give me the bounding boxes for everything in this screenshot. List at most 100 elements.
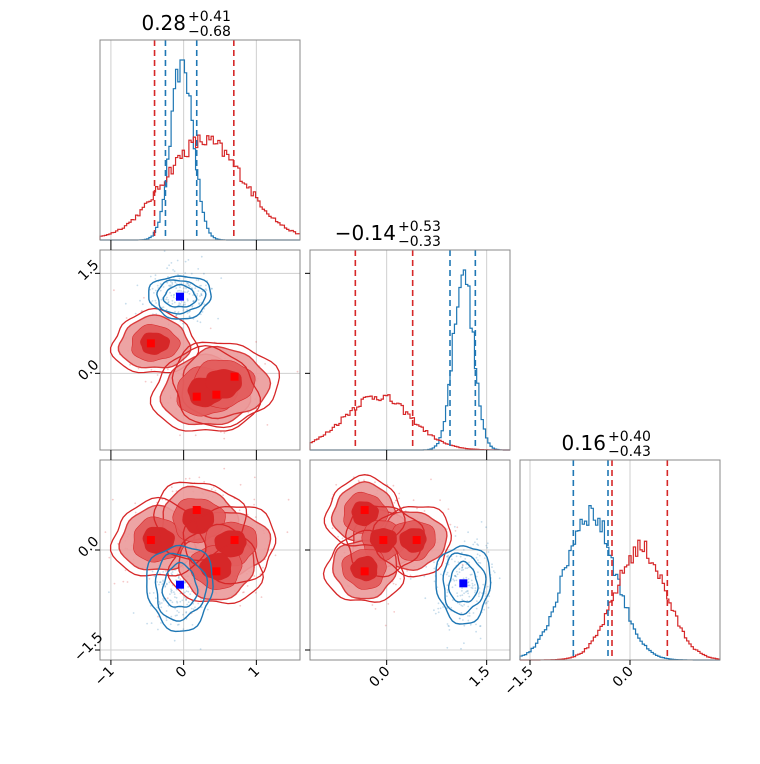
- scatter-point: [192, 294, 195, 296]
- scatter-point: [477, 561, 480, 564]
- scatter-point: [160, 298, 163, 301]
- scatter-point: [167, 368, 169, 371]
- panel-frame-p0-p2: [99, 459, 301, 661]
- scatter-point: [166, 267, 169, 270]
- panel-title-minus-p2: −0.43: [608, 444, 651, 460]
- scatter-point: [461, 564, 464, 567]
- scatter-point: [461, 563, 464, 566]
- scatter-point: [187, 259, 190, 261]
- scatter-point: [467, 584, 470, 587]
- scatter-point: [468, 615, 471, 617]
- scatter-point: [154, 274, 157, 277]
- scatter-point: [150, 368, 153, 371]
- scatter-point: [448, 625, 450, 628]
- scatter-point: [157, 628, 159, 631]
- scatter-point: [199, 321, 202, 324]
- scatter-point: [172, 269, 175, 271]
- scatter-point: [136, 284, 139, 287]
- red-contour-outer: [323, 474, 406, 547]
- scatter-point: [445, 573, 448, 576]
- scatter-point: [498, 577, 501, 580]
- scatter-point: [188, 285, 191, 288]
- scatter-point: [187, 601, 190, 604]
- scatter-point: [203, 272, 205, 275]
- scatter-point: [451, 586, 454, 589]
- scatter-point: [446, 595, 448, 597]
- scatter-point: [200, 598, 202, 601]
- scatter-point: [174, 596, 176, 598]
- blue-marker: [176, 292, 184, 301]
- scatter-point: [149, 275, 152, 278]
- scatter-point: [398, 492, 401, 495]
- scatter-point: [170, 615, 173, 618]
- y-tick-label: 0.0: [75, 534, 102, 561]
- scatter-point: [464, 567, 467, 570]
- scatter-point: [154, 278, 157, 280]
- red-contour-outer: [182, 505, 277, 585]
- scatter-point: [166, 597, 169, 600]
- scatter-point: [186, 291, 189, 294]
- scatter-point: [203, 480, 206, 483]
- scatter-point: [162, 598, 165, 600]
- scatter-point: [189, 283, 192, 285]
- scatter-point: [460, 569, 463, 572]
- scatter-point: [437, 611, 440, 614]
- scatter-point: [475, 575, 478, 578]
- scatter-point: [209, 327, 212, 330]
- scatter-point: [197, 290, 200, 292]
- scatter-point: [165, 582, 168, 585]
- scatter-point: [148, 578, 151, 580]
- scatter-point: [173, 591, 175, 594]
- scatter-point: [125, 317, 128, 319]
- scatter-point: [189, 593, 192, 595]
- scatter-point: [467, 578, 470, 580]
- scatter-point: [185, 590, 188, 592]
- scatter-point: [433, 580, 436, 583]
- scatter-point: [184, 582, 186, 584]
- scatter-point: [474, 587, 477, 590]
- scatter-point: [198, 303, 201, 306]
- scatter-point: [446, 646, 449, 649]
- scatter-point: [452, 599, 454, 601]
- scatter-point: [447, 508, 450, 510]
- scatter-point: [454, 584, 457, 587]
- scatter-point: [474, 591, 476, 594]
- scatter-point: [337, 535, 339, 538]
- scatter-point: [446, 571, 449, 574]
- scatter-point: [463, 540, 466, 543]
- scatter-point: [146, 622, 149, 625]
- scatter-point: [255, 341, 257, 343]
- red-contour-outer: [109, 496, 207, 577]
- scatter-point: [154, 289, 157, 292]
- red-marker: [146, 339, 155, 348]
- scatter-point: [188, 477, 191, 480]
- scatter-point: [179, 600, 182, 603]
- scatter-point: [471, 587, 474, 590]
- scatter-point: [446, 589, 449, 591]
- scatter-point: [197, 268, 200, 270]
- x-tick-label: −1: [92, 664, 118, 690]
- scatter-point: [423, 510, 426, 512]
- scatter-point: [185, 611, 188, 614]
- scatter-point: [480, 521, 483, 523]
- scatter-point: [171, 571, 174, 573]
- scatter-point: [254, 591, 257, 594]
- blue-contour-level-3: [148, 275, 212, 320]
- scatter-point: [178, 277, 181, 280]
- scatter-point: [474, 541, 476, 544]
- scatter-point: [182, 613, 184, 616]
- red-marker: [230, 372, 239, 381]
- scatter-point: [173, 293, 176, 296]
- scatter-point: [174, 614, 177, 617]
- scatter-point: [151, 287, 154, 290]
- scatter-point: [393, 611, 396, 613]
- scatter-point: [186, 298, 189, 300]
- scatter-point: [171, 302, 174, 305]
- scatter-point: [454, 560, 456, 563]
- red-histogram: [519, 539, 720, 661]
- scatter-point: [158, 583, 160, 586]
- scatter-point: [461, 605, 464, 607]
- scatter-point: [461, 566, 464, 569]
- scatter-point: [446, 555, 449, 557]
- panel-title-minus-p0: −0.68: [188, 24, 231, 40]
